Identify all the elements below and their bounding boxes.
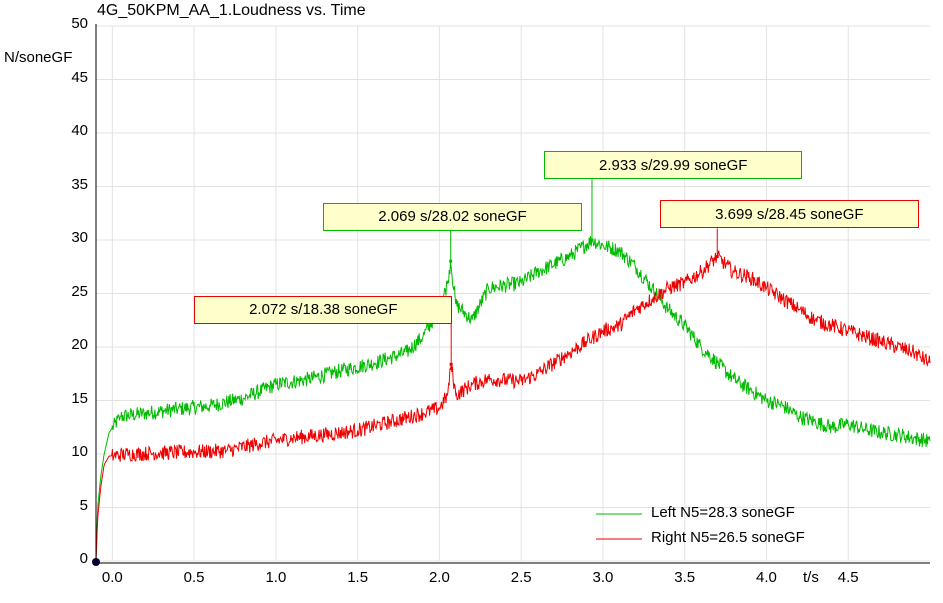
y-tick-label: 15 [71,389,88,407]
origin-marker [92,558,100,566]
x-tick-label: 2.5 [510,569,532,586]
y-tick-label: 45 [71,68,88,86]
y-tick-label: 5 [79,496,88,514]
x-tick-label: 4.5 [837,569,859,586]
x-tick-label: 0.0 [101,569,123,586]
y-tick-label: 25 [71,282,88,300]
x-tick-label: 0.5 [183,569,205,586]
series-lines [95,235,931,562]
y-tick-label: 10 [71,443,88,460]
annotation-point [590,238,594,242]
annotation-point [449,362,453,366]
x-tick-label: 2.0 [428,569,450,586]
x-tick-label: 3.5 [674,569,696,586]
x-tick-label: 4.0 [756,569,777,586]
annotation-leaders [449,179,719,366]
x-tick-label: 1.0 [265,569,287,586]
annotation-point [449,259,453,263]
y-tick-label: 30 [71,229,88,246]
x-axis-label: t/s [803,569,819,586]
y-tick-label: 40 [71,122,88,139]
chart-title: 4G_50KPM_AA_1.Loudness vs. Time [97,2,366,19]
cursor-annotation: 2.933 s/29.99 soneGF [544,151,803,180]
cursor-annotation: 2.072 s/18.38 soneGF [194,295,453,324]
y-tick-label: 20 [71,336,88,353]
cursor-annotation: 3.699 s/28.45 soneGF [660,200,919,229]
axes [92,24,930,566]
grid [96,25,930,562]
x-tick-label: 3.0 [592,569,614,586]
series-line-right [95,250,931,562]
cursor-annotation: 2.069 s/28.02 soneGF [323,202,582,231]
y-axis-label: N/soneGF [4,49,73,66]
y-tick-label: 35 [71,175,88,193]
legend-entry: Left N5=28.3 soneGF [651,504,795,521]
y-tick-label: 0 [79,550,88,567]
annotation-point [715,255,719,259]
series-line-left [95,235,931,562]
y-tick-label: 50 [71,15,88,32]
legend-entry: Right N5=26.5 soneGF [651,529,805,546]
legend-swatches [596,513,642,540]
x-tick-label: 1.5 [347,569,369,586]
